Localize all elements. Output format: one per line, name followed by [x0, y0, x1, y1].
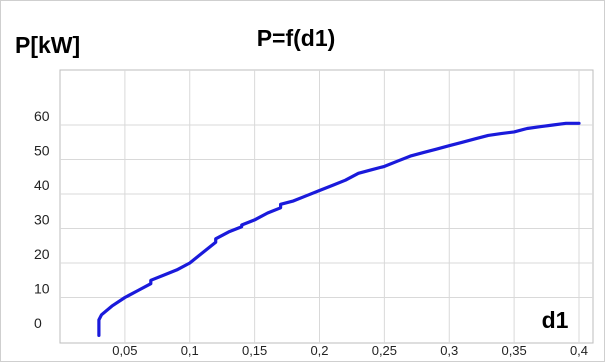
plot-area-border: [59, 69, 594, 344]
x-tick-label: 0,15: [242, 343, 267, 358]
x-tick-label: 0,1: [181, 343, 199, 358]
y-tick-label: 10: [34, 281, 50, 297]
x-axis-label: d1: [542, 307, 569, 333]
y-tick-label: 0: [34, 315, 42, 331]
y-tick-label: 50: [34, 143, 50, 159]
series-line-0: [97, 121, 581, 337]
y-tick-label: 40: [34, 177, 50, 193]
series-layer: [97, 121, 581, 337]
x-tick-label: 0,35: [501, 343, 526, 358]
x-tick-label: 0,25: [372, 343, 397, 358]
x-tick-label: 0,4: [570, 343, 588, 358]
y-tick-label: 60: [34, 108, 50, 124]
grid-lines: [60, 70, 593, 343]
x-tick-label: 0,05: [112, 343, 137, 358]
y-tick-label: 20: [34, 246, 50, 262]
y-axis-label: P[kW]: [15, 32, 80, 58]
chart-title: P=f(d1): [257, 25, 336, 51]
y-tick-label: 30: [34, 212, 50, 228]
x-tick-label: 0,3: [440, 343, 458, 358]
tick-labels: 0,05 0,1 0,15 0,2 0,25 0,3 0,35 0,4 0 10 20 30 40 50 6…: [34, 108, 588, 358]
x-tick-label: 0,2: [310, 343, 328, 358]
